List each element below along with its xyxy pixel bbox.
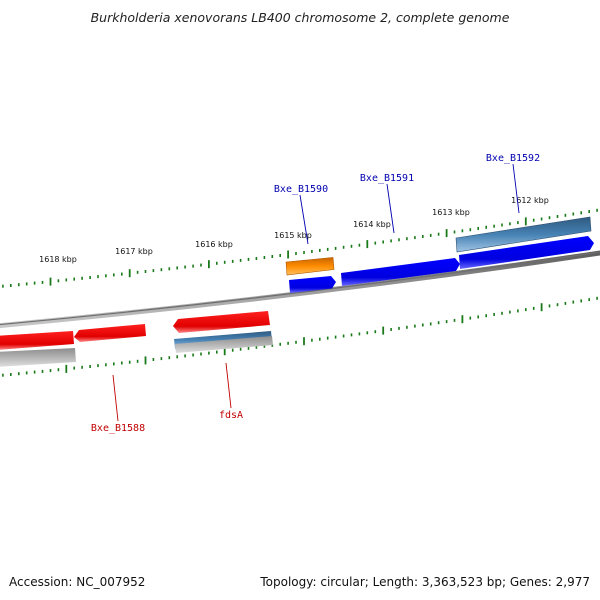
chromosome-backbone (0, 250, 600, 329)
cds-arrow-bxe-b1588-left (0, 331, 74, 350)
map-title: Burkholderia xenovorans LB400 chromosome… (90, 10, 510, 25)
orange-feature-block (285, 257, 335, 276)
cds-arrow-bxe-b1591 (341, 258, 460, 286)
leader-line-bxe-b1591 (386, 183, 395, 234)
leader-line-bxe-b1588 (112, 374, 119, 422)
gene-label-fdsa: fdsA (219, 410, 243, 421)
leader-line-fdsa (225, 362, 232, 409)
position-labels: 1618 kbp 1617 kbp 1616 kbp 1615 kbp 1614… (39, 196, 549, 264)
steel-feature-block (455, 216, 592, 253)
cds-arrow-bxe-b1592 (459, 236, 594, 269)
position-label: 1613 kbp (432, 208, 470, 217)
position-label: 1612 kbp (511, 196, 549, 205)
gray-feature-block-lower (175, 336, 273, 353)
outer-tick-track (2, 208, 598, 288)
position-label: 1617 kbp (115, 247, 153, 256)
gray-feature-block (0, 348, 76, 367)
gene-label-bxe-b1591: Bxe_B1591 (360, 173, 414, 184)
accession-text: Accession: NC_007952 (9, 575, 146, 589)
cds-arrow-fdsa (173, 311, 270, 333)
position-label: 1615 kbp (274, 231, 312, 240)
chromosome-backbone-highlight (0, 251, 600, 326)
cds-arrow-bxe-b1590 (289, 276, 336, 293)
leader-line-bxe-b1590 (299, 194, 309, 245)
position-label: 1618 kbp (39, 255, 77, 264)
gene-label-bxe-b1592: Bxe_B1592 (486, 153, 540, 164)
leader-line-bxe-b1592 (512, 163, 520, 214)
gene-label-bxe-b1590: Bxe_B1590 (274, 184, 328, 195)
genome-summary-text: Topology: circular; Length: 3,363,523 bp… (260, 575, 590, 589)
cds-arrow-bxe-b1588 (74, 324, 146, 342)
inner-tick-track (2, 296, 598, 377)
position-label: 1614 kbp (353, 220, 391, 229)
gene-label-bxe-b1588: Bxe_B1588 (91, 423, 145, 434)
position-label: 1616 kbp (195, 240, 233, 249)
